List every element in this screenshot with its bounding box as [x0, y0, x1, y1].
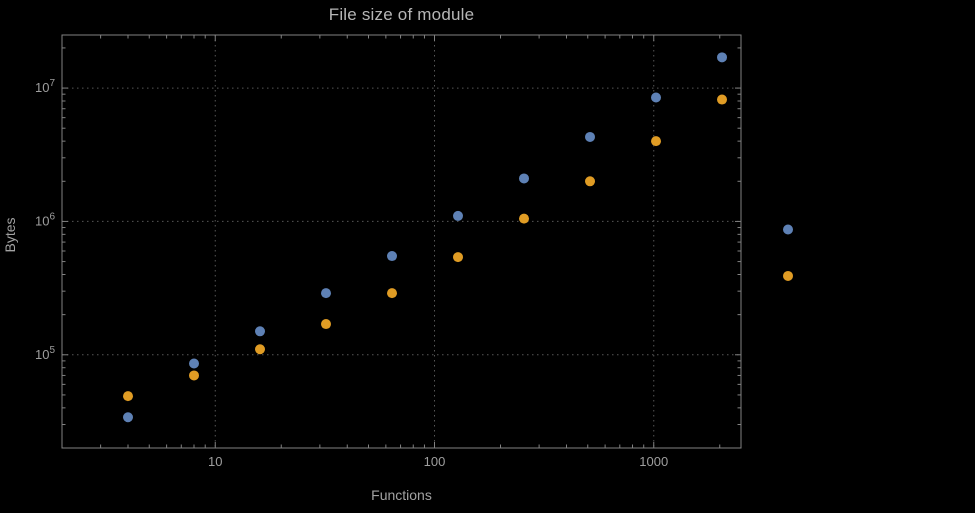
data-point-series-2-orange — [255, 344, 266, 355]
data-point-series-2-orange — [189, 370, 200, 381]
data-point-series-2-orange — [585, 176, 596, 187]
data-point-series-2-orange — [387, 288, 398, 299]
data-point-series-1-blue — [783, 224, 794, 235]
data-point-series-2-orange — [717, 94, 728, 105]
chart-title: File size of module — [328, 5, 475, 24]
plot-frame — [61, 34, 742, 449]
y-tick-label: 105 — [35, 345, 55, 362]
data-point-series-1-blue — [651, 92, 662, 103]
y-tick-label: 107 — [35, 78, 55, 95]
data-point-series-1-blue — [255, 326, 266, 337]
data-point-series-2-orange — [453, 252, 464, 263]
data-point-series-1-blue — [123, 412, 134, 423]
data-point-series-2-orange — [519, 213, 530, 224]
data-point-series-1-blue — [321, 288, 332, 299]
data-point-series-1-blue — [387, 251, 398, 262]
x-axis-label: Functions — [371, 487, 432, 503]
y-tick-label: 106 — [35, 211, 55, 228]
data-point-series-1-blue — [453, 210, 464, 221]
x-tick-label: 1000 — [639, 454, 668, 469]
data-point-series-1-blue — [717, 52, 728, 63]
data-point-series-2-orange — [783, 270, 794, 281]
data-point-series-1-blue — [585, 131, 596, 142]
data-point-series-1-blue — [519, 173, 530, 184]
x-tick-label: 100 — [424, 454, 446, 469]
data-point-series-1-blue — [189, 358, 200, 369]
data-point-series-2-orange — [651, 136, 662, 147]
x-tick-label: 10 — [208, 454, 222, 469]
data-point-series-2-orange — [321, 319, 332, 330]
data-point-series-2-orange — [123, 391, 134, 402]
